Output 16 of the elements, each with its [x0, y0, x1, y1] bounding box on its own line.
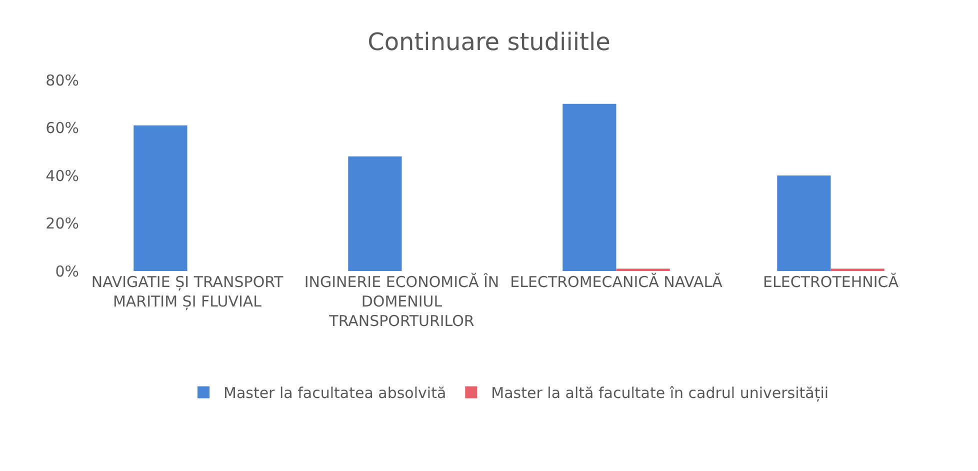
- y-tick-label: 0%: [55, 262, 79, 280]
- bar: [562, 104, 616, 271]
- y-tick-label: 60%: [46, 119, 79, 137]
- legend-label: Master la altă facultate în cadrul universității: [491, 384, 829, 402]
- bar: [348, 156, 402, 271]
- y-tick-label: 80%: [46, 71, 79, 90]
- x-tick-label: NAVIGATIE ȘI TRANSPORT MARITIM ȘI FLUVIAL: [91, 273, 284, 310]
- x-tick-label: ELECTROMECANICĂ NAVALĂ: [510, 272, 724, 291]
- y-tick-label: 20%: [46, 214, 79, 232]
- x-tick-label: INGINERIE ECONOMICĂ ÎN DOMENIUL TRANSPORTURILOR: [304, 272, 500, 330]
- legend-label: Master la facultatea absolvită: [224, 384, 446, 402]
- bar: [777, 176, 831, 271]
- x-tick-label: ELECTROTEHNICĂ: [763, 272, 900, 291]
- bar: [134, 125, 188, 271]
- chart-title: Continuare studiiitle: [368, 28, 610, 56]
- y-tick-label: 40%: [46, 166, 79, 185]
